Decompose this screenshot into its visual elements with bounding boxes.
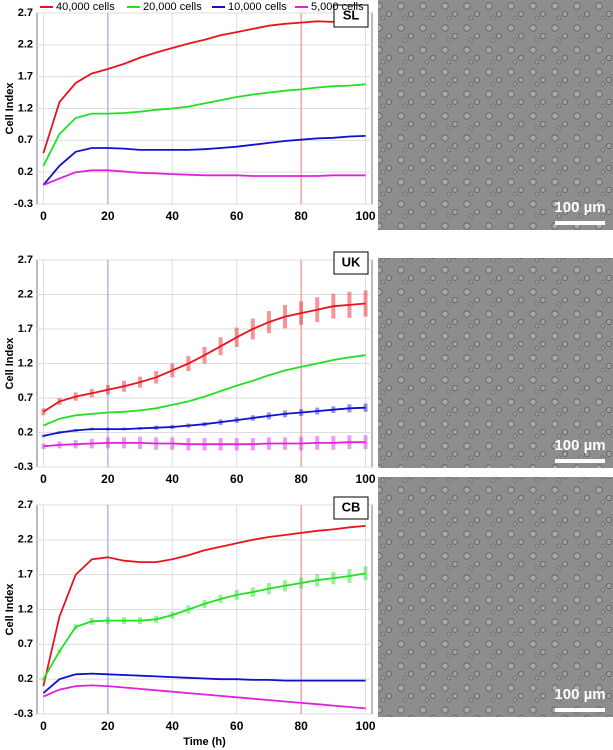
x-axis-label: Time (h) xyxy=(183,736,226,748)
y-tick-label: 2.7 xyxy=(18,7,33,19)
y-tick-label: 0.2 xyxy=(18,166,33,178)
y-tick-label: -0.3 xyxy=(14,708,33,720)
y-tick-label: 1.2 xyxy=(18,102,33,114)
y-axis-label: Cell Index xyxy=(4,583,16,636)
series-line xyxy=(43,441,366,448)
series-line xyxy=(42,20,366,154)
y-tick-label: 0.2 xyxy=(18,673,33,685)
panel-label: CB xyxy=(342,499,361,514)
x-tick-label: 20 xyxy=(101,472,115,486)
scale-bar xyxy=(555,708,605,712)
series-line xyxy=(42,83,366,167)
y-tick-label: 0.7 xyxy=(18,134,33,146)
panel-label-box xyxy=(333,251,369,275)
y-tick-label: 0.7 xyxy=(18,392,33,404)
y-tick-label: 2.7 xyxy=(18,499,33,511)
y-tick-label: 0.7 xyxy=(18,638,33,650)
x-tick-label: 80 xyxy=(294,209,308,223)
x-tick-label: 20 xyxy=(101,209,115,223)
micrograph xyxy=(378,258,613,468)
y-tick-label: 1.7 xyxy=(18,71,33,83)
scale-bar xyxy=(555,459,605,463)
y-axis-label: Cell Index xyxy=(4,82,16,135)
panel-label: UK xyxy=(342,254,361,269)
x-tick-label: 60 xyxy=(230,209,244,223)
scale-bar-label: 100 µm xyxy=(554,686,605,703)
y-tick-label: -0.3 xyxy=(14,461,33,473)
y-tick-label: 1.7 xyxy=(18,569,33,581)
series-line xyxy=(43,684,366,710)
series-line xyxy=(43,406,366,437)
x-tick-label: 0 xyxy=(40,472,47,486)
series-line xyxy=(42,135,366,186)
series-line xyxy=(42,572,366,680)
scale-bar xyxy=(555,221,605,225)
series-line xyxy=(43,354,366,427)
x-tick-label: 20 xyxy=(101,719,115,733)
legend-label: 20,000 cells xyxy=(143,1,202,13)
x-tick-label: 100 xyxy=(356,209,376,223)
series-line xyxy=(43,169,366,186)
panel-label-box xyxy=(333,496,369,520)
y-tick-label: -0.3 xyxy=(14,198,33,210)
series-line xyxy=(42,525,366,687)
x-tick-label: 80 xyxy=(294,472,308,486)
x-tick-label: 0 xyxy=(40,719,47,733)
scale-bar-label: 100 µm xyxy=(554,437,605,454)
y-tick-label: 1.7 xyxy=(18,323,33,335)
y-tick-label: 2.2 xyxy=(18,288,33,300)
scale-bar-label: 100 µm xyxy=(554,199,605,216)
panel-label-box xyxy=(333,4,369,28)
x-tick-label: 100 xyxy=(356,472,376,486)
x-tick-label: 0 xyxy=(40,209,47,223)
series-line xyxy=(42,302,366,413)
panel-label: SL xyxy=(343,7,360,22)
x-tick-label: 60 xyxy=(230,719,244,733)
legend-label: 5,000 cells xyxy=(311,1,364,13)
x-tick-label: 40 xyxy=(166,719,180,733)
legend-label: 40,000 cells xyxy=(56,1,115,13)
y-tick-label: 2.2 xyxy=(18,534,33,546)
x-tick-label: 40 xyxy=(166,472,180,486)
y-tick-label: 0.2 xyxy=(18,426,33,438)
y-tick-label: 2.2 xyxy=(18,39,33,51)
x-tick-label: 80 xyxy=(294,719,308,733)
micrograph xyxy=(378,0,613,230)
series-line xyxy=(42,672,366,694)
y-tick-label: 1.2 xyxy=(18,357,33,369)
micrograph xyxy=(378,477,613,717)
y-tick-label: 1.2 xyxy=(18,603,33,615)
x-tick-label: 60 xyxy=(230,472,244,486)
y-axis-label: Cell Index xyxy=(4,337,16,390)
x-tick-label: 40 xyxy=(166,209,180,223)
legend-label: 10,000 cells xyxy=(228,1,287,13)
x-tick-label: 100 xyxy=(356,719,376,733)
y-tick-label: 2.7 xyxy=(18,254,33,266)
